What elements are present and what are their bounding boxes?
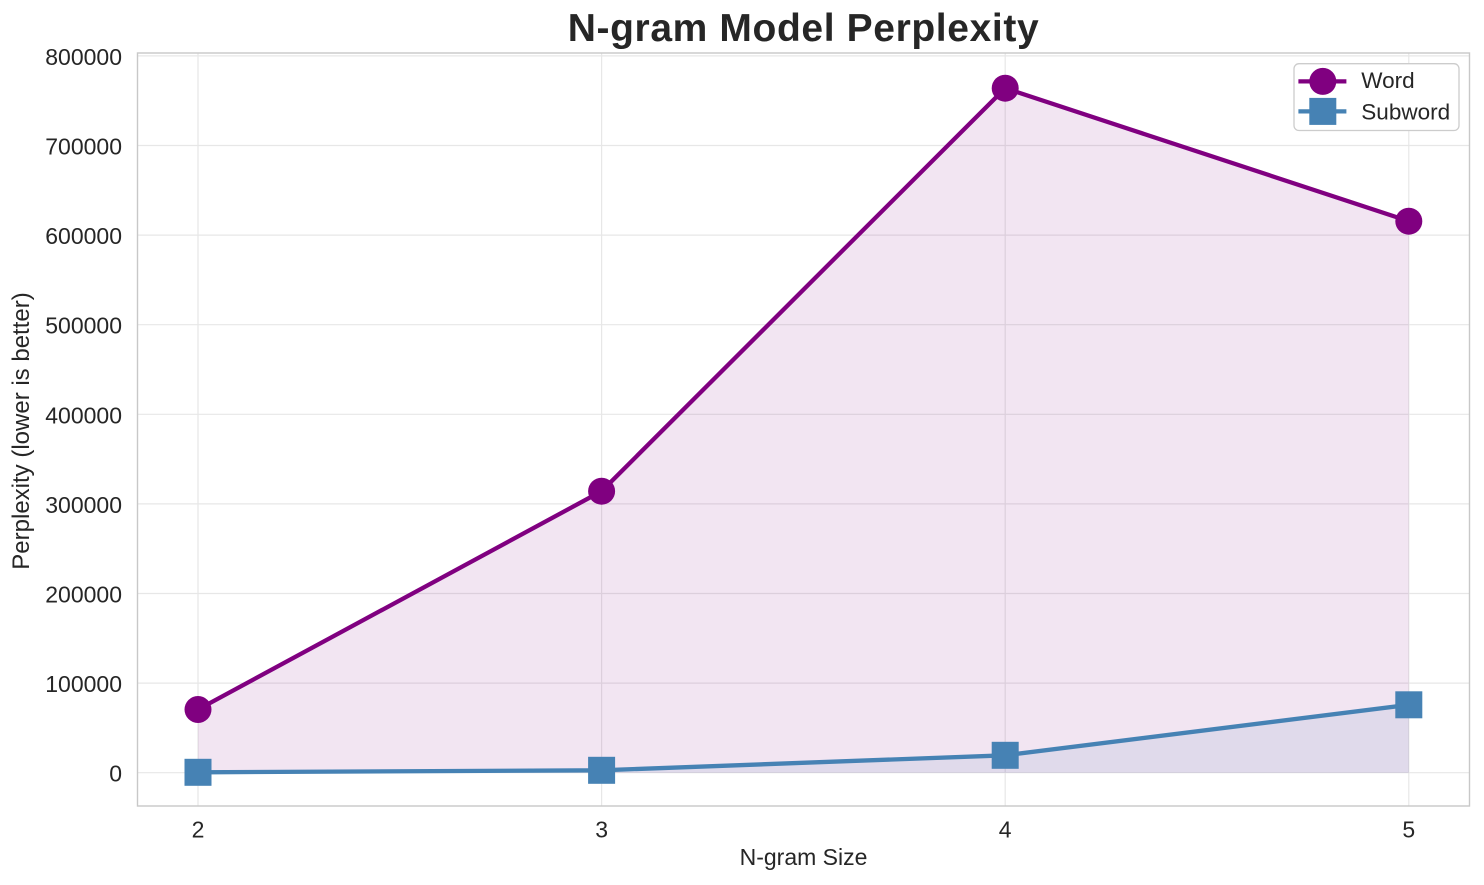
- svg-text:4: 4: [999, 817, 1012, 843]
- svg-text:N-gram Model Perplexity: N-gram Model Perplexity: [568, 7, 1040, 50]
- svg-text:200000: 200000: [45, 582, 122, 608]
- svg-text:3: 3: [595, 817, 608, 843]
- svg-text:600000: 600000: [45, 223, 122, 249]
- svg-text:700000: 700000: [45, 134, 122, 160]
- svg-text:400000: 400000: [45, 402, 122, 428]
- svg-text:2: 2: [192, 817, 205, 843]
- svg-text:100000: 100000: [45, 671, 122, 697]
- svg-text:Word: Word: [1361, 68, 1414, 93]
- svg-text:Perplexity (lower is better): Perplexity (lower is better): [8, 292, 35, 569]
- svg-text:500000: 500000: [45, 313, 122, 339]
- svg-text:300000: 300000: [45, 492, 122, 518]
- svg-text:800000: 800000: [45, 44, 122, 70]
- svg-text:5: 5: [1402, 817, 1415, 843]
- svg-text:N-gram Size: N-gram Size: [740, 844, 868, 870]
- svg-text:Subword: Subword: [1361, 99, 1450, 124]
- svg-text:0: 0: [109, 761, 122, 787]
